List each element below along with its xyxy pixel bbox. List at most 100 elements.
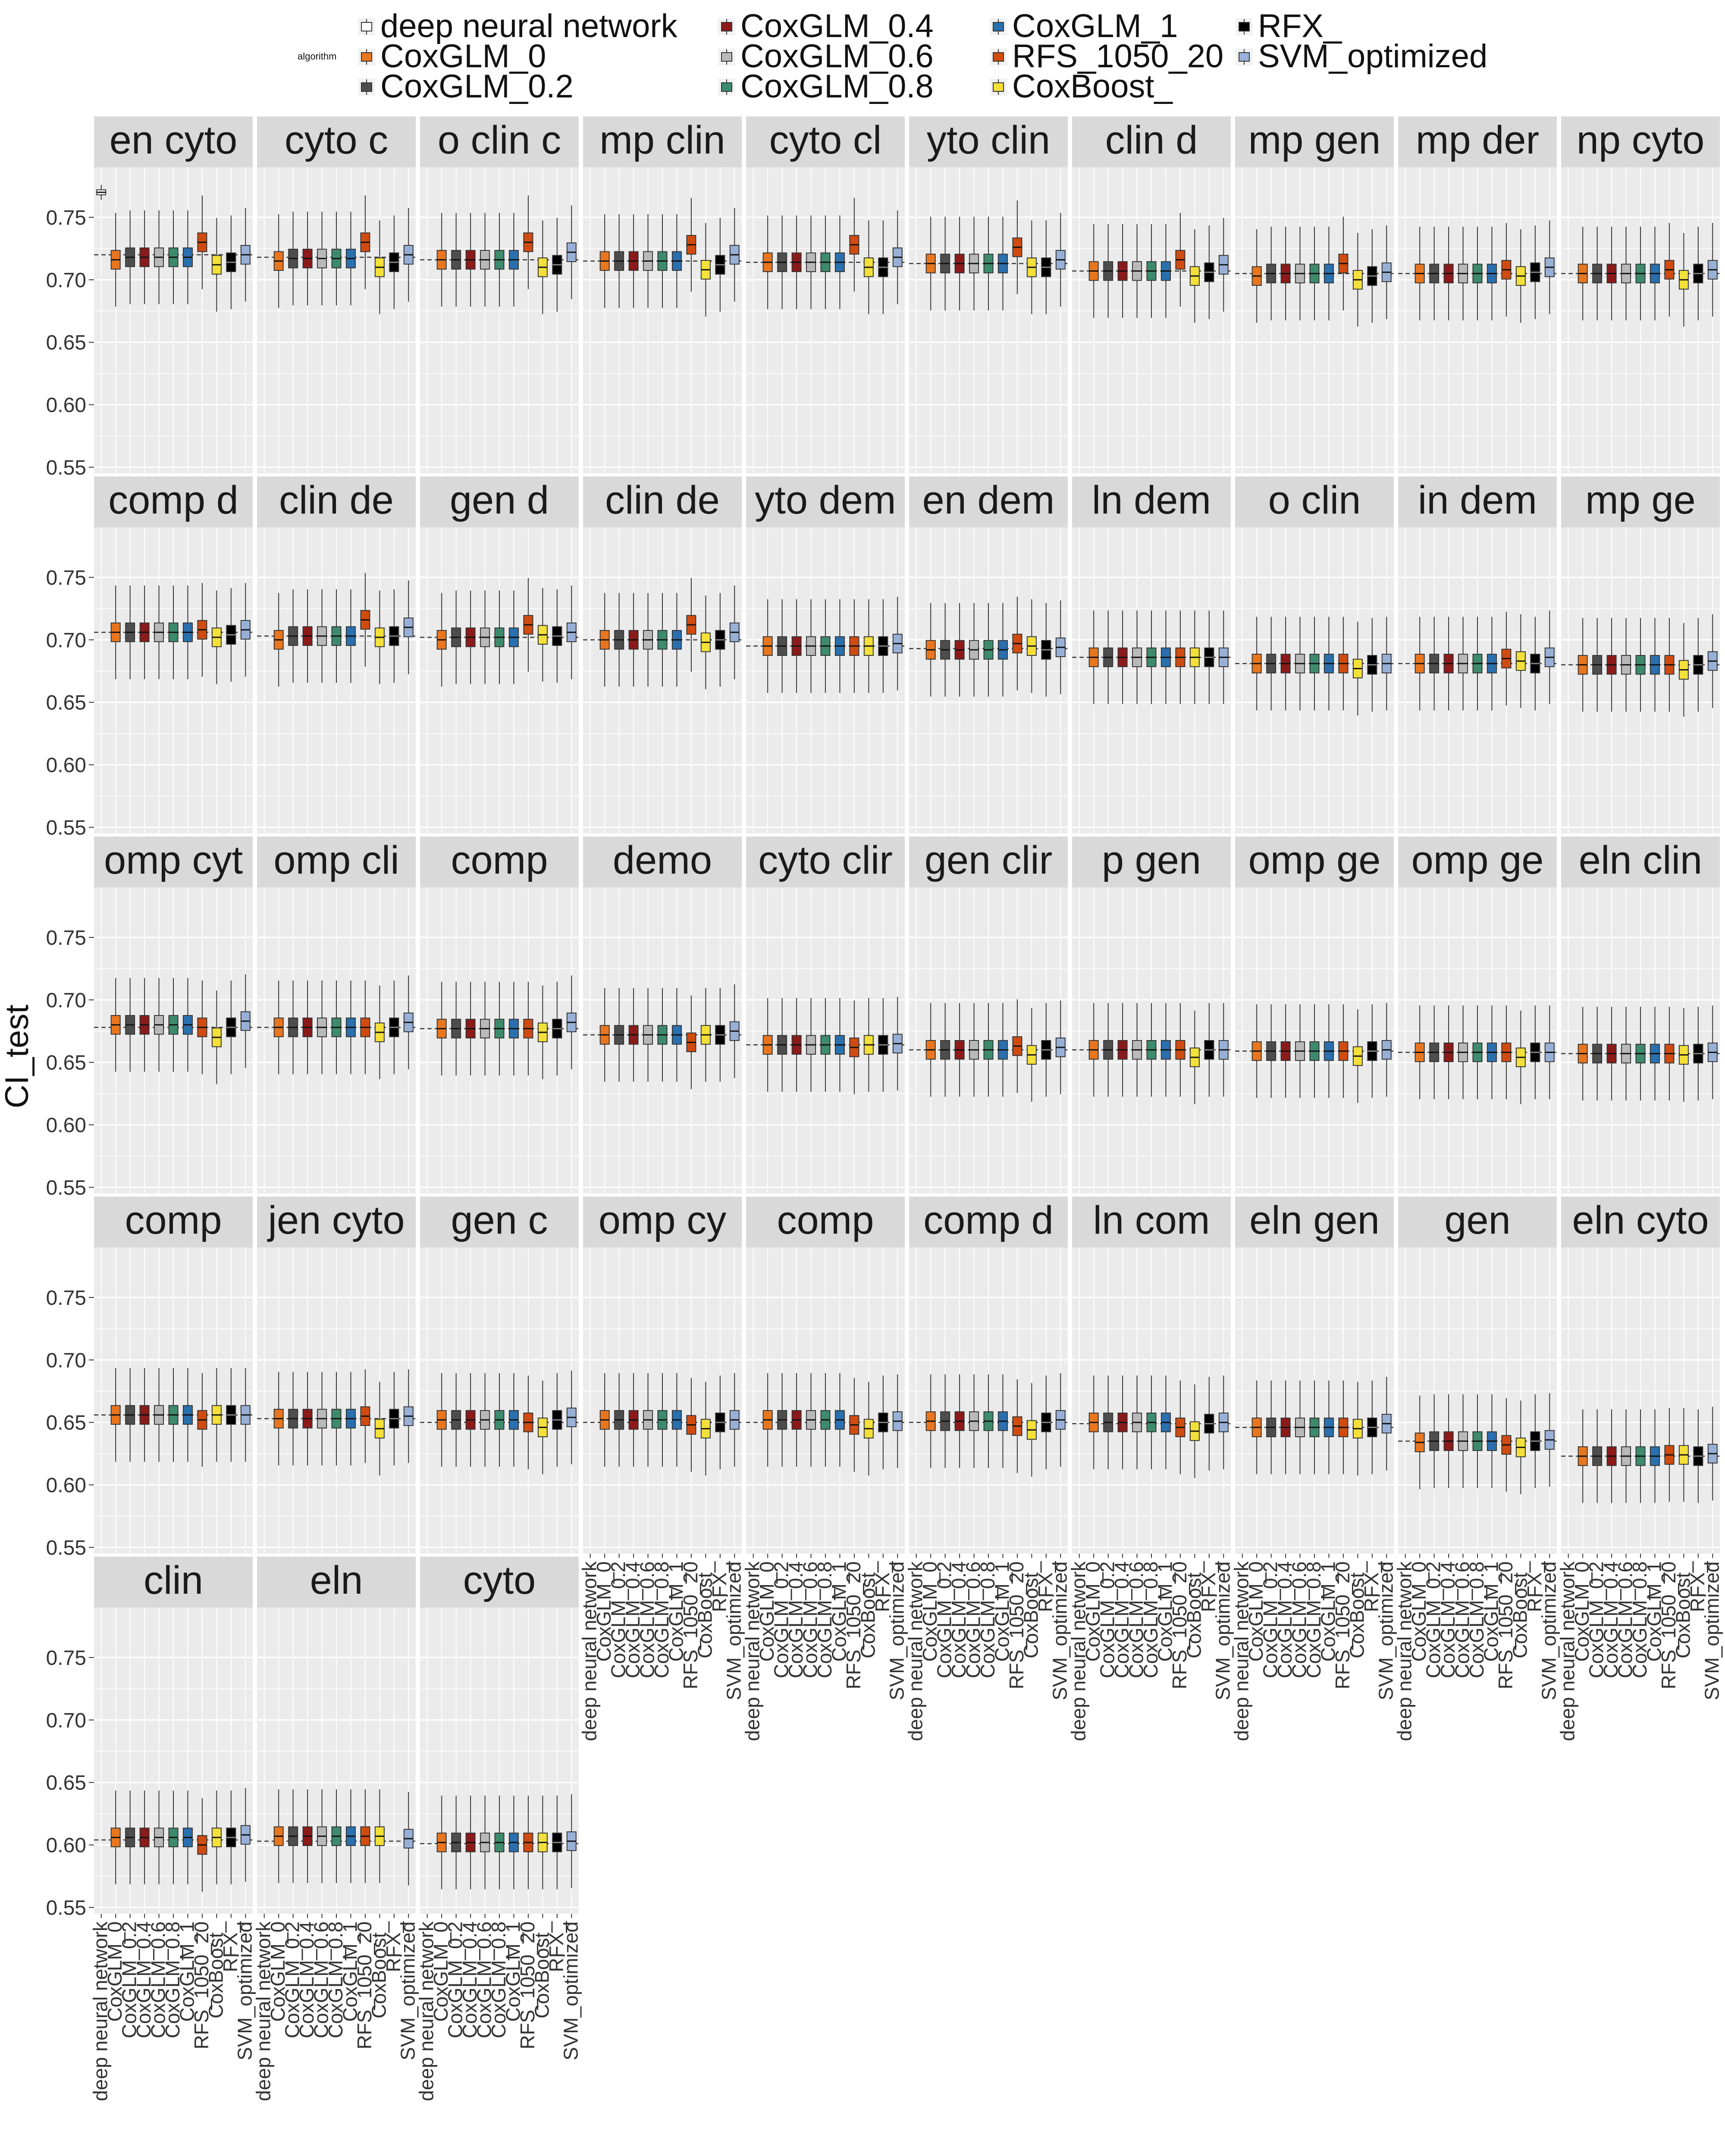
box bbox=[537, 985, 548, 1079]
legend-item: SVM_optimized bbox=[1236, 38, 1487, 75]
x-tick-label: RFS_1050_20 bbox=[1168, 1561, 1191, 1689]
box bbox=[969, 603, 979, 697]
box bbox=[1678, 233, 1689, 327]
box bbox=[820, 599, 831, 693]
box bbox=[1204, 1376, 1214, 1471]
box bbox=[403, 975, 414, 1069]
box bbox=[863, 599, 874, 693]
box bbox=[110, 978, 121, 1072]
x-tick-label: CoxGLM_0.8 bbox=[1139, 1561, 1162, 1678]
facet-panel: demo bbox=[583, 837, 742, 1194]
facet-strip bbox=[1235, 116, 1394, 167]
x-tick-label: SVM_optimized bbox=[1374, 1561, 1397, 1700]
box bbox=[523, 1796, 533, 1890]
box bbox=[715, 988, 725, 1082]
box bbox=[878, 599, 888, 693]
x-tick-label: CoxGLM_0.6 bbox=[1125, 1561, 1148, 1678]
box bbox=[614, 214, 624, 308]
box bbox=[1530, 1394, 1540, 1488]
box bbox=[1251, 1380, 1262, 1474]
box bbox=[1664, 1408, 1675, 1502]
legend-item: RFX_ bbox=[1236, 8, 1342, 44]
facet-panel: jen cyto bbox=[257, 1197, 416, 1554]
box bbox=[436, 981, 447, 1076]
facet-strip-label: clin de bbox=[605, 478, 720, 522]
facet-strip-label: jen cyto bbox=[267, 1198, 405, 1242]
facet-strip bbox=[909, 1197, 1068, 1247]
box bbox=[139, 1368, 150, 1462]
box bbox=[374, 590, 385, 684]
box bbox=[715, 593, 725, 687]
facet-strip bbox=[1235, 837, 1394, 887]
box bbox=[288, 211, 298, 306]
box bbox=[954, 1003, 965, 1097]
x-tick-label: deep neural network bbox=[741, 1561, 764, 1741]
y-tick-label: 0.60 bbox=[46, 1474, 86, 1497]
x-tick-label: deep neural network bbox=[1556, 1561, 1579, 1741]
legend-key bbox=[721, 52, 732, 62]
box bbox=[1160, 224, 1171, 318]
box bbox=[1429, 617, 1440, 711]
box bbox=[168, 978, 179, 1072]
facet-strip-label: gen clir bbox=[925, 838, 1053, 882]
facet-strip-label: clin bbox=[144, 1558, 203, 1602]
box bbox=[1635, 226, 1646, 320]
facet-strip bbox=[1235, 1197, 1394, 1247]
facet-strip-label: omp ge bbox=[1248, 838, 1381, 882]
x-tick-label: CoxGLM_0.6 bbox=[1451, 1561, 1474, 1678]
box bbox=[1693, 1409, 1703, 1503]
box bbox=[834, 215, 845, 309]
x-tick-label: CoxGLM_0 bbox=[430, 1921, 452, 2022]
facet-strip bbox=[257, 837, 416, 887]
x-tick-label: CoxGLM_0 bbox=[267, 1921, 289, 2022]
box bbox=[1429, 226, 1440, 320]
box bbox=[182, 1790, 193, 1884]
box bbox=[182, 210, 193, 304]
box bbox=[566, 585, 577, 680]
facet-panel: np cyto bbox=[1561, 116, 1720, 473]
box bbox=[614, 1373, 624, 1467]
x-tick-label: CoxGLM_1 bbox=[1154, 1561, 1176, 1662]
facet-strip-label: cyto cl bbox=[769, 118, 882, 162]
box bbox=[657, 214, 668, 308]
box bbox=[820, 215, 831, 309]
x-tick-label: CoxGLM_0.2 bbox=[1422, 1561, 1445, 1678]
legend-key bbox=[361, 52, 372, 62]
box bbox=[403, 1369, 414, 1463]
box bbox=[1055, 1373, 1066, 1467]
box bbox=[1487, 1394, 1497, 1488]
box bbox=[1189, 229, 1200, 323]
facet-strip-label: ln dem bbox=[1092, 478, 1211, 522]
box bbox=[1621, 226, 1631, 320]
x-tick-label: RFX_ bbox=[1197, 1561, 1220, 1612]
box bbox=[1175, 610, 1186, 705]
box bbox=[537, 1796, 548, 1890]
legend-label: CoxGLM_1 bbox=[1012, 8, 1178, 44]
box bbox=[436, 1373, 447, 1467]
box bbox=[465, 1796, 476, 1890]
box bbox=[302, 589, 313, 683]
box bbox=[643, 214, 653, 308]
facet-strip-label: en dem bbox=[922, 478, 1055, 522]
box bbox=[892, 210, 903, 304]
box bbox=[1458, 226, 1468, 320]
box bbox=[480, 981, 490, 1076]
y-tick-label: 0.65 bbox=[46, 1052, 86, 1075]
x-tick-label: RFS_1050_20 bbox=[842, 1561, 865, 1689]
box bbox=[360, 1369, 370, 1463]
facet-panel: omp ge bbox=[1235, 837, 1394, 1194]
box bbox=[1592, 618, 1603, 712]
box bbox=[628, 214, 639, 308]
box bbox=[1041, 1376, 1051, 1470]
box bbox=[273, 1789, 284, 1883]
box bbox=[480, 1796, 490, 1890]
box bbox=[762, 599, 773, 693]
box bbox=[1501, 222, 1512, 317]
x-tick-label: CoxGLM_0.6 bbox=[310, 1921, 332, 2038]
facet-panel: gen d bbox=[420, 476, 579, 834]
box bbox=[1381, 617, 1392, 711]
box bbox=[925, 1003, 936, 1097]
facet-panel: yto clin bbox=[909, 116, 1068, 473]
facet-strip bbox=[257, 1557, 416, 1608]
box bbox=[494, 213, 505, 307]
